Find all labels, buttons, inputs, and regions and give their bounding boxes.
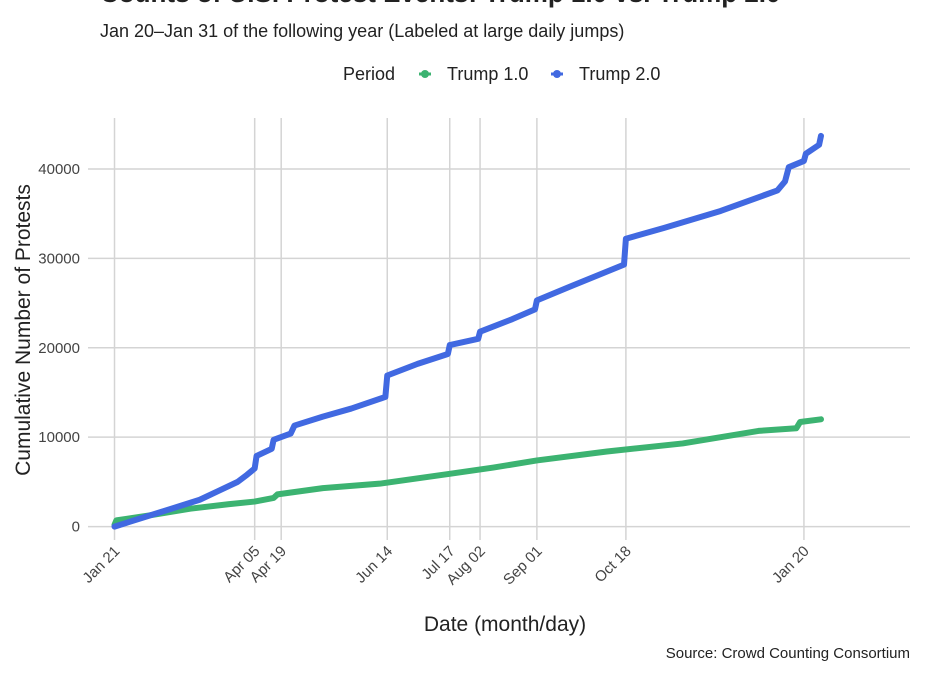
y-tick-label: 20000 [38, 340, 80, 357]
series-line [111, 132, 824, 530]
caption: Source: Crowd Counting Consortium [666, 645, 910, 662]
legend-key [421, 70, 429, 78]
series-line [111, 416, 824, 528]
y-tick-label: 0 [72, 519, 80, 536]
x-tick-label: Oct 18 [591, 543, 634, 586]
y-tick-label: 30000 [38, 250, 80, 267]
y-tick-label: 10000 [38, 429, 80, 446]
legend-title: Period [343, 64, 395, 84]
x-tick-label: Jan 20 [769, 543, 813, 587]
x-tick-label: Jun 14 [352, 543, 396, 587]
x-tick-label: Sep 01 [500, 543, 546, 589]
legend-key [553, 70, 561, 78]
x-tick-label: Jan 21 [79, 543, 123, 587]
legend-label: Trump 1.0 [447, 64, 528, 84]
chart-title: Counts of U.S. Protest Events: Trump 1.0… [100, 0, 780, 8]
y-axis-title: Cumulative Number of Protests [12, 184, 35, 476]
chart-subtitle: Jan 20–Jan 31 of the following year (Lab… [100, 21, 624, 41]
x-axis-title: Date (month/day) [424, 613, 586, 636]
legend-label: Trump 2.0 [579, 64, 660, 84]
y-tick-label: 40000 [38, 161, 80, 178]
